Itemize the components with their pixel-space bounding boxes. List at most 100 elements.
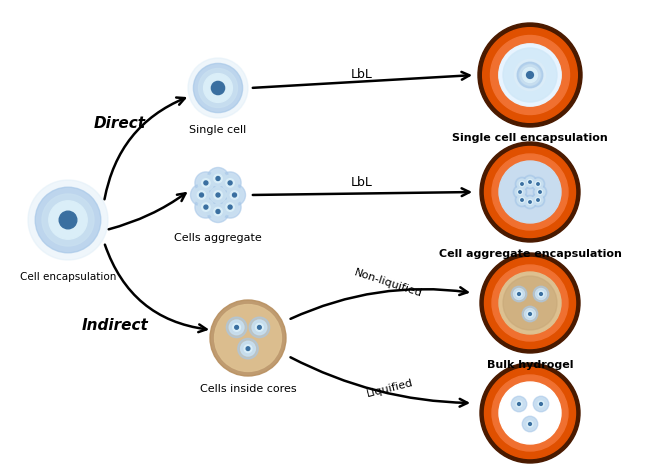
Circle shape xyxy=(517,179,527,189)
Circle shape xyxy=(526,72,534,78)
Circle shape xyxy=(195,196,217,218)
Circle shape xyxy=(531,193,545,207)
Circle shape xyxy=(35,187,101,253)
Circle shape xyxy=(527,199,532,204)
Circle shape xyxy=(516,401,522,407)
Circle shape xyxy=(521,183,523,185)
Circle shape xyxy=(527,180,532,185)
Circle shape xyxy=(241,341,256,356)
Circle shape xyxy=(539,191,542,193)
Text: Direct: Direct xyxy=(94,116,146,131)
Circle shape xyxy=(490,36,570,114)
Circle shape xyxy=(198,175,214,191)
Circle shape xyxy=(216,176,220,181)
Circle shape xyxy=(503,48,557,102)
Circle shape xyxy=(226,203,234,211)
Circle shape xyxy=(252,320,267,335)
Circle shape xyxy=(499,272,561,334)
Circle shape xyxy=(492,375,568,451)
Circle shape xyxy=(226,317,247,338)
Circle shape xyxy=(210,204,226,219)
Circle shape xyxy=(246,347,250,350)
Circle shape xyxy=(224,184,245,206)
Text: Cell aggregate encapsulation: Cell aggregate encapsulation xyxy=(439,249,621,259)
Text: Indirect: Indirect xyxy=(82,318,148,333)
Circle shape xyxy=(503,276,557,330)
Circle shape xyxy=(523,306,538,322)
Circle shape xyxy=(515,60,545,91)
Circle shape xyxy=(533,195,543,205)
Circle shape xyxy=(499,161,561,223)
Circle shape xyxy=(528,313,532,315)
Circle shape xyxy=(258,325,261,329)
Circle shape xyxy=(538,291,544,297)
Circle shape xyxy=(226,187,243,203)
Circle shape xyxy=(515,177,528,191)
Circle shape xyxy=(204,181,208,185)
Circle shape xyxy=(523,416,538,432)
Circle shape xyxy=(228,181,232,185)
Circle shape xyxy=(198,199,214,215)
Circle shape xyxy=(499,44,561,106)
Circle shape xyxy=(214,174,222,183)
Circle shape xyxy=(215,304,281,371)
Circle shape xyxy=(230,191,239,199)
Circle shape xyxy=(531,177,545,191)
Circle shape xyxy=(517,402,521,405)
Circle shape xyxy=(519,182,525,187)
Circle shape xyxy=(499,382,561,444)
Circle shape xyxy=(480,253,580,353)
Circle shape xyxy=(537,199,539,201)
Circle shape xyxy=(195,172,217,194)
Circle shape xyxy=(214,191,222,199)
Circle shape xyxy=(538,401,544,407)
Text: Cells aggregate: Cells aggregate xyxy=(174,233,262,243)
Circle shape xyxy=(523,175,537,189)
Circle shape xyxy=(517,62,543,88)
Circle shape xyxy=(60,211,77,229)
Circle shape xyxy=(201,179,210,187)
Circle shape xyxy=(219,196,241,218)
Circle shape xyxy=(199,193,203,197)
Circle shape xyxy=(540,402,542,405)
Circle shape xyxy=(529,201,531,203)
Circle shape xyxy=(203,74,232,102)
Circle shape xyxy=(525,309,536,319)
Circle shape xyxy=(533,286,549,302)
Text: Liquified: Liquified xyxy=(366,378,415,399)
Circle shape xyxy=(214,207,222,216)
Circle shape xyxy=(513,399,525,409)
Circle shape xyxy=(480,142,580,242)
Circle shape xyxy=(233,193,237,197)
Circle shape xyxy=(536,399,547,409)
Circle shape xyxy=(515,193,528,207)
Circle shape xyxy=(256,324,264,331)
Circle shape xyxy=(233,324,241,331)
Circle shape xyxy=(492,265,568,341)
Circle shape xyxy=(540,293,542,295)
Text: Bulk hydrogel: Bulk hydrogel xyxy=(487,360,574,370)
Circle shape xyxy=(525,197,535,207)
Circle shape xyxy=(535,187,545,197)
Text: Cell encapsulation: Cell encapsulation xyxy=(20,272,116,282)
Circle shape xyxy=(520,65,540,85)
Text: Cells inside cores: Cells inside cores xyxy=(199,384,296,394)
Circle shape xyxy=(219,172,241,194)
Circle shape xyxy=(28,180,108,260)
Circle shape xyxy=(536,197,541,203)
Circle shape xyxy=(210,300,286,376)
Circle shape xyxy=(226,179,234,187)
Circle shape xyxy=(525,177,535,187)
Circle shape xyxy=(480,363,580,463)
Circle shape xyxy=(207,167,229,189)
Circle shape xyxy=(485,257,576,348)
Circle shape xyxy=(513,288,525,300)
Circle shape xyxy=(49,201,87,239)
Circle shape xyxy=(42,194,94,246)
Circle shape xyxy=(533,185,547,199)
Circle shape xyxy=(188,58,248,118)
Circle shape xyxy=(194,187,209,203)
Circle shape xyxy=(229,320,244,335)
Circle shape xyxy=(517,293,521,295)
Circle shape xyxy=(235,325,239,329)
